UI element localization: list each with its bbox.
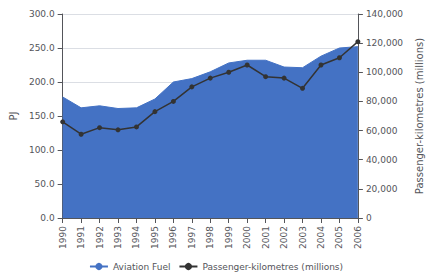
svg-text:100,000: 100,000 bbox=[366, 67, 403, 77]
svg-text:140,000: 140,000 bbox=[366, 9, 403, 19]
svg-text:1993: 1993 bbox=[113, 226, 123, 249]
svg-text:80,000: 80,000 bbox=[366, 96, 398, 106]
svg-text:300.0: 300.0 bbox=[29, 9, 55, 19]
svg-text:1999: 1999 bbox=[224, 226, 234, 249]
svg-text:120,000: 120,000 bbox=[366, 38, 403, 48]
svg-text:1994: 1994 bbox=[131, 226, 141, 249]
svg-text:200.0: 200.0 bbox=[29, 77, 55, 87]
svg-text:Passenger-kilometres (millions: Passenger-kilometres (millions) bbox=[202, 262, 343, 272]
svg-text:PJ: PJ bbox=[8, 112, 19, 121]
svg-text:2003: 2003 bbox=[298, 226, 308, 249]
svg-text:0: 0 bbox=[366, 213, 372, 223]
svg-text:2005: 2005 bbox=[334, 226, 344, 249]
svg-text:60,000: 60,000 bbox=[366, 126, 398, 136]
svg-text:1992: 1992 bbox=[95, 226, 105, 249]
svg-text:2004: 2004 bbox=[316, 226, 326, 249]
svg-text:150.0: 150.0 bbox=[29, 111, 55, 121]
svg-text:250.0: 250.0 bbox=[29, 43, 55, 53]
svg-text:2001: 2001 bbox=[261, 226, 271, 249]
svg-text:50.0: 50.0 bbox=[35, 179, 55, 189]
svg-text:1991: 1991 bbox=[76, 226, 86, 249]
svg-text:0.0: 0.0 bbox=[40, 213, 55, 223]
svg-text:1997: 1997 bbox=[187, 226, 197, 249]
svg-text:1995: 1995 bbox=[150, 226, 160, 249]
svg-text:2002: 2002 bbox=[279, 226, 289, 249]
svg-text:100.0: 100.0 bbox=[29, 145, 55, 155]
svg-text:2006: 2006 bbox=[353, 226, 363, 249]
svg-text:Passenger-kilometres (millions: Passenger-kilometres (millions) bbox=[414, 38, 425, 194]
svg-text:2000: 2000 bbox=[242, 226, 252, 249]
svg-text:Aviation Fuel: Aviation Fuel bbox=[113, 262, 171, 272]
svg-text:1990: 1990 bbox=[58, 226, 68, 249]
svg-text:20,000: 20,000 bbox=[366, 184, 398, 194]
svg-text:40,000: 40,000 bbox=[366, 155, 398, 165]
svg-text:1996: 1996 bbox=[168, 226, 178, 249]
svg-text:1998: 1998 bbox=[205, 226, 215, 249]
